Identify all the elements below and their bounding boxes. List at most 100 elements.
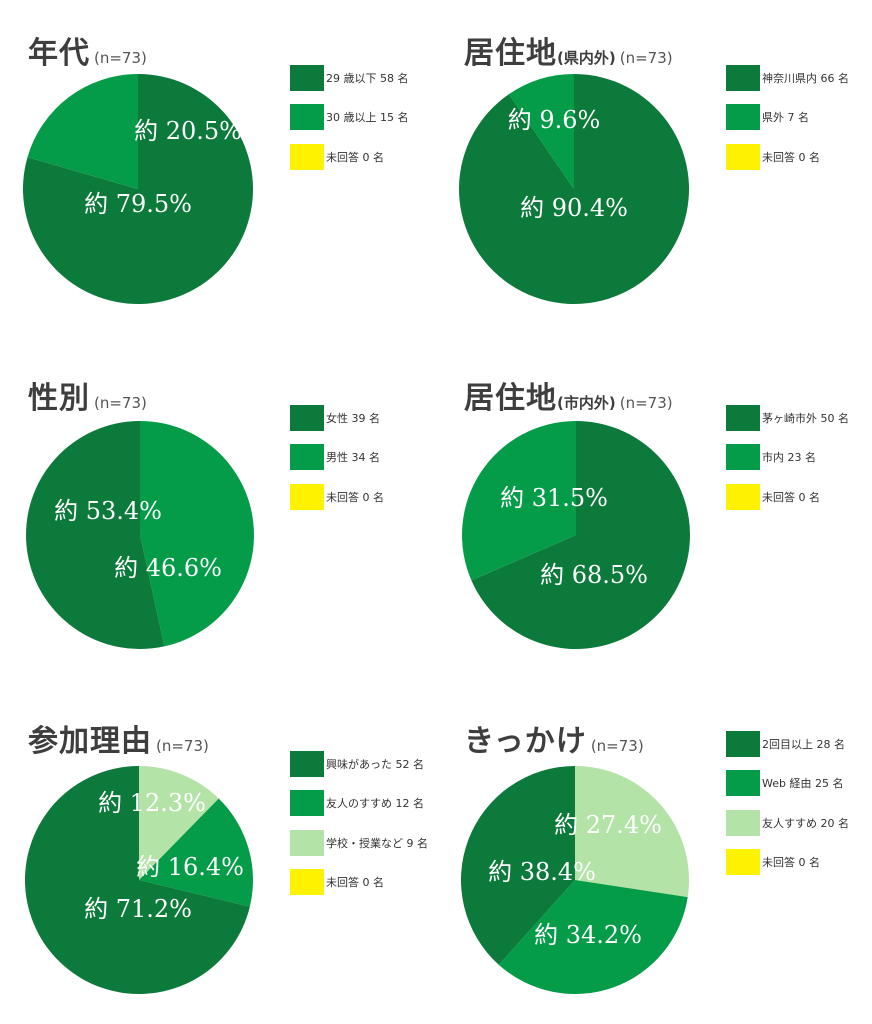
slice-percent-label: 約 27.4% xyxy=(554,811,662,839)
legend-swatch xyxy=(290,104,324,131)
legend-item: Web 経由 25 名 xyxy=(726,764,849,804)
pie-slice xyxy=(140,421,254,647)
chart-title-text: 参加理由 xyxy=(28,724,152,759)
legend-item: 市内 23 名 xyxy=(726,438,849,478)
legend-item: 30 歳以上 15 名 xyxy=(290,98,408,138)
legend-label: Web 経由 25 名 xyxy=(762,777,844,791)
chart-title-qualifier: (県内外) xyxy=(557,49,616,67)
chart-title: きっかけ (n=73) xyxy=(464,716,644,760)
slice-percent-label: 約 34.2% xyxy=(534,921,642,949)
sample-size-label: (n=73) xyxy=(94,394,147,412)
legend-label: 学校・授業など 9 名 xyxy=(326,836,428,850)
chart-panel: 参加理由 (n=73) 約 12.3% 約 16.4% 約 71.2% 興味があった 52… xyxy=(0,682,436,1023)
legend-swatch xyxy=(290,869,324,896)
legend-item: 男性 34 名 xyxy=(290,438,384,478)
chart-legend: 2回目以上 28 名 Web 経由 25 名友人すすめ 20 名未回答 0 名 xyxy=(726,724,849,882)
chart-legend: 神奈川県内 66 名県外 7 名未回答 0 名 xyxy=(726,58,849,177)
pie-chart: 約 12.3% 約 16.4% 約 71.2% xyxy=(24,766,253,994)
pie-slice xyxy=(462,421,576,581)
pie-chart: 約 68.5% 約 31.5% xyxy=(462,421,691,649)
legend-label: 男性 34 名 xyxy=(326,451,380,465)
slice-percent-label: 約 79.5% xyxy=(84,190,192,218)
pie-chart: 約 27.4% 約 34.2% 約 38.4% xyxy=(460,766,690,995)
legend-item: 県外 7 名 xyxy=(726,98,849,138)
legend-item: 2回目以上 28 名 xyxy=(726,724,849,764)
legend-label: 女性 39 名 xyxy=(326,411,380,425)
legend-label: 29 歳以下 58 名 xyxy=(326,71,409,85)
legend-item: 神奈川県内 66 名 xyxy=(726,58,849,98)
slice-percent-label: 約 16.4% xyxy=(136,853,244,881)
chart-title: 参加理由 (n=73) xyxy=(28,716,209,760)
slice-percent-label: 約 71.2% xyxy=(84,895,192,923)
chart-title: 性別 (n=73) xyxy=(28,373,147,417)
chart-title-text: 性別 xyxy=(28,381,90,416)
chart-title-qualifier: (市内外) xyxy=(557,394,616,412)
legend-swatch xyxy=(290,483,324,510)
legend-swatch xyxy=(290,790,324,817)
slice-percent-label: 約 38.4% xyxy=(488,858,596,886)
chart-legend: 女性 39 名男性 34 名未回答 0 名 xyxy=(290,398,384,517)
legend-swatch xyxy=(726,730,760,757)
pie-slice xyxy=(471,421,691,649)
legend-swatch xyxy=(726,483,760,510)
legend-swatch xyxy=(290,404,324,431)
legend-swatch xyxy=(290,829,324,856)
legend-label: 未回答 0 名 xyxy=(326,876,384,890)
slice-percent-label: 約 68.5% xyxy=(540,561,648,589)
legend-label: 茅ヶ崎市外 50 名 xyxy=(762,411,849,425)
chart-title-text: 居住地 xyxy=(464,381,557,416)
legend-item: 興味があった 52 名 xyxy=(290,744,428,784)
chart-title: 居住地(県内外) (n=73) xyxy=(464,28,673,72)
legend-swatch xyxy=(290,444,324,471)
pie-slice xyxy=(139,798,253,907)
legend-label: 未回答 0 名 xyxy=(762,490,820,504)
slice-percent-label: 約 31.5% xyxy=(500,484,608,512)
chart-title-text: きっかけ xyxy=(464,724,587,759)
legend-item: 29 歳以下 58 名 xyxy=(290,58,408,98)
legend-label: 市内 23 名 xyxy=(762,451,816,465)
legend-item: 未回答 0 名 xyxy=(290,477,384,517)
sample-size-label: (n=73) xyxy=(619,49,673,67)
slice-percent-label: 約 46.6% xyxy=(114,554,222,582)
legend-label: 友人のすすめ 12 名 xyxy=(326,797,424,811)
legend-item: 友人すすめ 20 名 xyxy=(726,803,849,843)
chart-legend: 29 歳以下 58 名 30 歳以上 15 名未回答 0 名 xyxy=(290,58,408,177)
chart-legend: 興味があった 52 名友人のすすめ 12 名学校・授業など 9 名未回答 0 名 xyxy=(290,744,428,902)
legend-item: 学校・授業など 9 名 xyxy=(290,823,428,863)
legend-label: 未回答 0 名 xyxy=(762,856,820,870)
legend-swatch xyxy=(726,64,760,91)
legend-swatch xyxy=(726,809,760,836)
pie-slice xyxy=(459,74,690,305)
pie-slice xyxy=(27,74,138,189)
legend-label: 30 歳以上 15 名 xyxy=(326,111,409,125)
legend-label: 2回目以上 28 名 xyxy=(762,737,845,751)
legend-swatch xyxy=(726,444,760,471)
pie-slice xyxy=(25,421,165,649)
sample-size-label: (n=73) xyxy=(619,394,673,412)
slice-percent-label: 約 53.4% xyxy=(54,497,162,525)
legend-swatch xyxy=(726,104,760,131)
pie-chart: 約 90.4% 約 9.6% xyxy=(459,74,690,305)
pie-chart: 約 46.6% 約 53.4% xyxy=(25,421,254,649)
slice-percent-label: 約 9.6% xyxy=(508,106,601,134)
chart-title-text: 年代 xyxy=(28,36,90,71)
chart-panel: きっかけ (n=73) 約 27.4% 約 34.2% 約 38.4% 2回目以上 28 … xyxy=(436,682,872,1023)
legend-label: 友人すすめ 20 名 xyxy=(762,816,849,830)
pie-slice xyxy=(23,74,254,304)
legend-item: 茅ヶ崎市外 50 名 xyxy=(726,398,849,438)
legend-swatch xyxy=(290,64,324,91)
legend-swatch xyxy=(726,143,760,170)
chart-panel: 居住地(県内外) (n=73) 約 90.4% 約 9.6% 神奈川県内 66 名県外 … xyxy=(436,0,872,341)
legend-item: 友人のすすめ 12 名 xyxy=(290,784,428,824)
legend-swatch xyxy=(290,143,324,170)
legend-item: 未回答 0 名 xyxy=(726,477,849,517)
legend-item: 女性 39 名 xyxy=(290,398,384,438)
pie-slice xyxy=(139,766,219,880)
sample-size-label: (n=73) xyxy=(590,737,644,755)
slice-percent-label: 約 20.5% xyxy=(134,117,242,145)
pie-slice xyxy=(575,766,690,898)
pie-slice xyxy=(508,74,574,189)
pie-slice xyxy=(24,766,250,994)
sample-size-label: (n=73) xyxy=(156,737,209,755)
